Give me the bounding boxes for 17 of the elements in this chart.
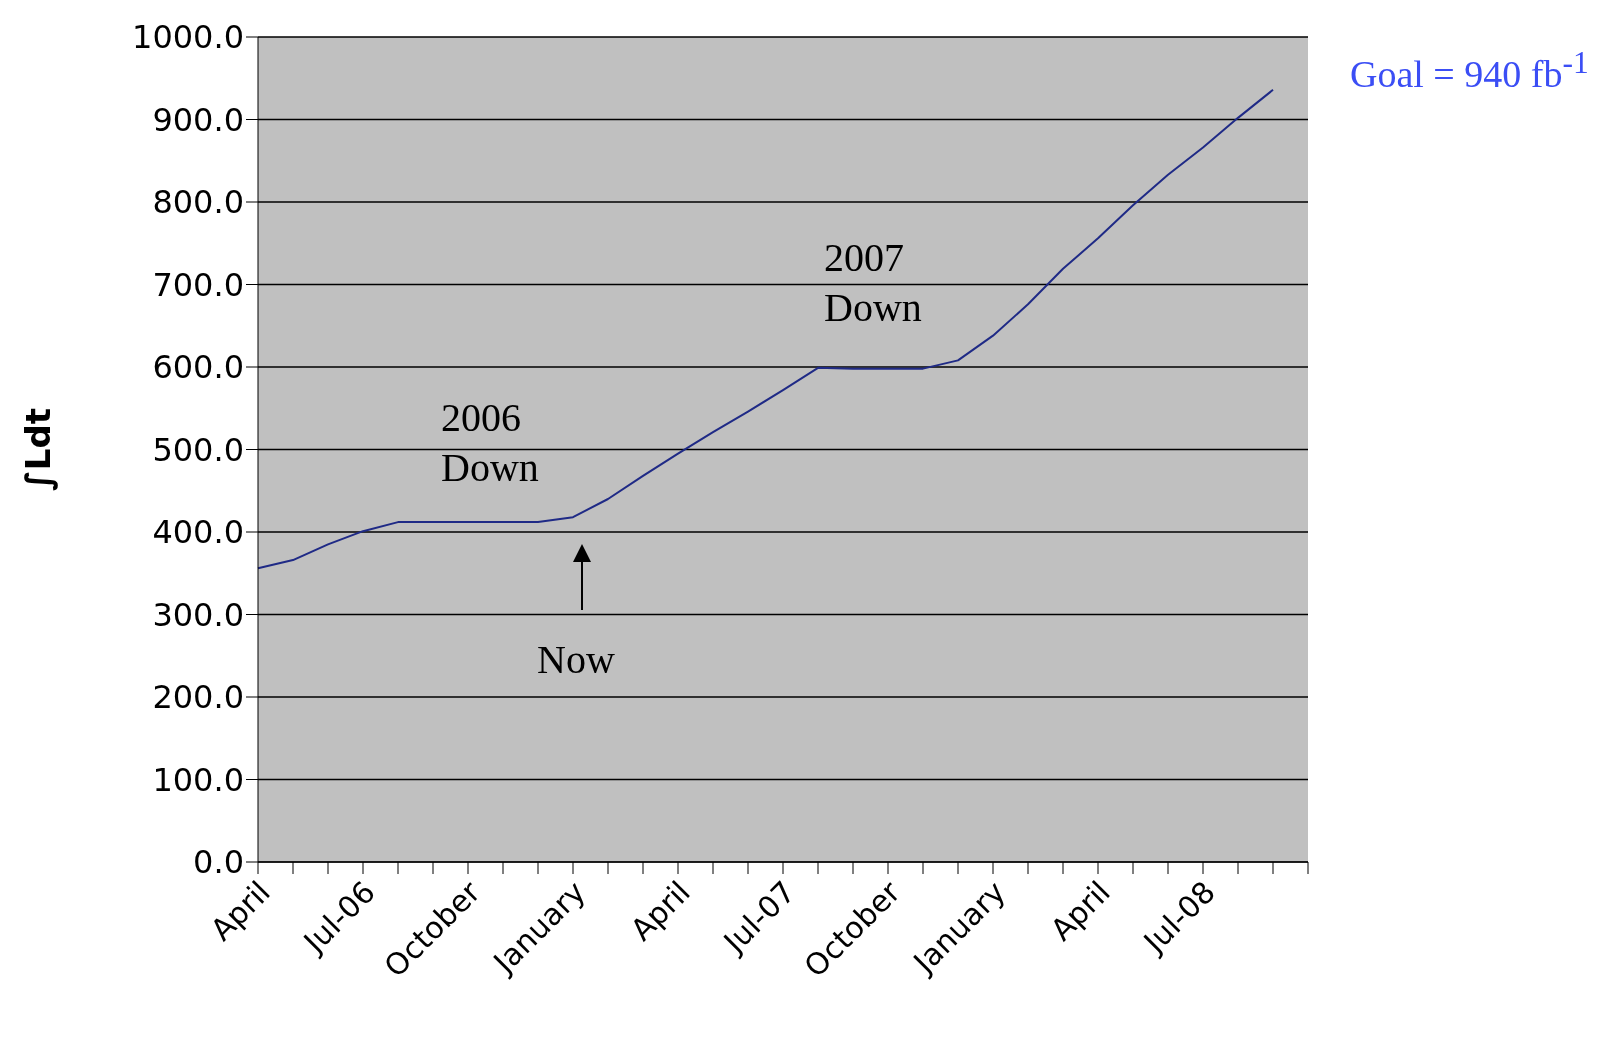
annotation: 2007 Down: [824, 234, 922, 332]
y-tick-label: 0.0: [193, 843, 244, 882]
y-tick-label: 100.0: [152, 760, 244, 799]
y-tick-label: 400.0: [152, 513, 244, 552]
annotation: 2006 Down: [441, 394, 539, 492]
y-tick-label: 1000.0: [132, 18, 244, 57]
y-axis-title: ∫Ldt: [18, 408, 59, 491]
y-tick-label: 600.0: [152, 348, 244, 387]
y-tick-label: 200.0: [152, 678, 244, 717]
y-tick-label: 800.0: [152, 183, 244, 222]
annotation: Now: [537, 636, 615, 684]
line-series: [257, 88, 1274, 570]
y-tick-label: 300.0: [152, 595, 244, 634]
y-tick-label: 700.0: [152, 265, 244, 304]
y-tick-label: 500.0: [152, 430, 244, 469]
y-tick-label: 900.0: [152, 100, 244, 139]
text: Goal = 940 fb$^{-1}$: [1350, 44, 1589, 97]
